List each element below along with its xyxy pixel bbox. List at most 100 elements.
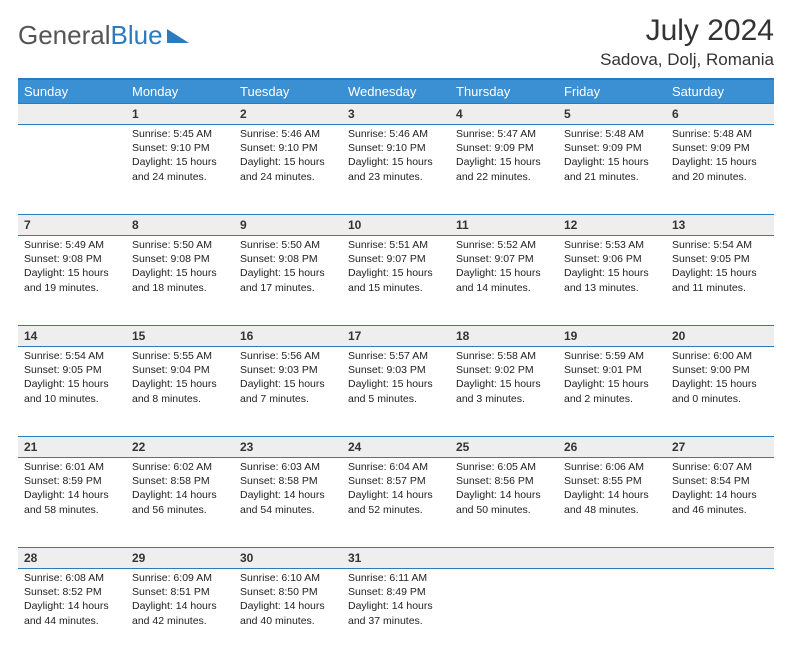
day-number-row: 123456	[18, 104, 774, 125]
sunrise-line: Sunrise: 6:04 AM	[348, 460, 444, 474]
day-cell-content: Sunrise: 5:46 AMSunset: 9:10 PMDaylight:…	[342, 125, 450, 188]
daylight-line-1: Daylight: 15 hours	[672, 266, 768, 280]
daylight-line-2: and 56 minutes.	[132, 503, 228, 517]
sunset-line: Sunset: 9:07 PM	[456, 252, 552, 266]
sunset-line: Sunset: 8:51 PM	[132, 585, 228, 599]
sunset-line: Sunset: 9:09 PM	[456, 141, 552, 155]
day-cell-content: Sunrise: 6:01 AMSunset: 8:59 PMDaylight:…	[18, 458, 126, 521]
daylight-line-2: and 17 minutes.	[240, 281, 336, 295]
day-cell-content: Sunrise: 5:57 AMSunset: 9:03 PMDaylight:…	[342, 347, 450, 410]
daylight-line-1: Daylight: 15 hours	[240, 266, 336, 280]
title-block: July 2024 Sadova, Dolj, Romania	[600, 14, 774, 70]
sunrise-line: Sunrise: 5:50 AM	[132, 238, 228, 252]
sunset-line: Sunset: 9:02 PM	[456, 363, 552, 377]
daylight-line-2: and 22 minutes.	[456, 170, 552, 184]
day-cell	[18, 125, 126, 215]
sunrise-line: Sunrise: 6:10 AM	[240, 571, 336, 585]
daylight-line-2: and 37 minutes.	[348, 614, 444, 628]
day-cell: Sunrise: 5:48 AMSunset: 9:09 PMDaylight:…	[666, 125, 774, 215]
day-cell-content: Sunrise: 6:09 AMSunset: 8:51 PMDaylight:…	[126, 569, 234, 632]
sunset-line: Sunset: 8:50 PM	[240, 585, 336, 599]
daylight-line-1: Daylight: 14 hours	[240, 488, 336, 502]
day-cell: Sunrise: 5:52 AMSunset: 9:07 PMDaylight:…	[450, 236, 558, 326]
sunset-line: Sunset: 8:52 PM	[24, 585, 120, 599]
daylight-line-2: and 54 minutes.	[240, 503, 336, 517]
day-cell: Sunrise: 6:04 AMSunset: 8:57 PMDaylight:…	[342, 458, 450, 548]
day-number-cell: 17	[342, 326, 450, 347]
day-cell: Sunrise: 5:57 AMSunset: 9:03 PMDaylight:…	[342, 347, 450, 437]
sunrise-line: Sunrise: 6:00 AM	[672, 349, 768, 363]
daylight-line-1: Daylight: 14 hours	[132, 488, 228, 502]
daylight-line-1: Daylight: 15 hours	[564, 155, 660, 169]
day-cell-content: Sunrise: 5:51 AMSunset: 9:07 PMDaylight:…	[342, 236, 450, 299]
day-number-cell: 25	[450, 437, 558, 458]
sunrise-line: Sunrise: 6:06 AM	[564, 460, 660, 474]
sunset-line: Sunset: 9:09 PM	[672, 141, 768, 155]
day-number-cell: 19	[558, 326, 666, 347]
daylight-line-1: Daylight: 15 hours	[564, 266, 660, 280]
sunset-line: Sunset: 9:10 PM	[240, 141, 336, 155]
daylight-line-2: and 18 minutes.	[132, 281, 228, 295]
day-number-cell: 16	[234, 326, 342, 347]
daylight-line-1: Daylight: 15 hours	[456, 377, 552, 391]
sunrise-line: Sunrise: 5:46 AM	[348, 127, 444, 141]
day-number-cell: 13	[666, 215, 774, 236]
daylight-line-2: and 52 minutes.	[348, 503, 444, 517]
sunset-line: Sunset: 9:08 PM	[240, 252, 336, 266]
daylight-line-2: and 10 minutes.	[24, 392, 120, 406]
daylight-line-1: Daylight: 15 hours	[456, 266, 552, 280]
daylight-line-1: Daylight: 15 hours	[348, 266, 444, 280]
day-cell-content: Sunrise: 5:52 AMSunset: 9:07 PMDaylight:…	[450, 236, 558, 299]
day-cell: Sunrise: 6:00 AMSunset: 9:00 PMDaylight:…	[666, 347, 774, 437]
sunset-line: Sunset: 8:59 PM	[24, 474, 120, 488]
day-number-row: 78910111213	[18, 215, 774, 236]
day-cell-content: Sunrise: 5:45 AMSunset: 9:10 PMDaylight:…	[126, 125, 234, 188]
day-cell: Sunrise: 6:11 AMSunset: 8:49 PMDaylight:…	[342, 569, 450, 659]
day-number-cell: 23	[234, 437, 342, 458]
day-cell-content: Sunrise: 5:54 AMSunset: 9:05 PMDaylight:…	[18, 347, 126, 410]
day-cell-content: Sunrise: 5:56 AMSunset: 9:03 PMDaylight:…	[234, 347, 342, 410]
day-number-cell: 6	[666, 104, 774, 125]
day-number-cell: 28	[18, 548, 126, 569]
sunset-line: Sunset: 9:07 PM	[348, 252, 444, 266]
sunrise-line: Sunrise: 6:07 AM	[672, 460, 768, 474]
day-cell: Sunrise: 6:06 AMSunset: 8:55 PMDaylight:…	[558, 458, 666, 548]
calendar-page: GeneralBlue July 2024 Sadova, Dolj, Roma…	[0, 0, 792, 669]
daylight-line-1: Daylight: 15 hours	[348, 377, 444, 391]
day-cell-content: Sunrise: 5:50 AMSunset: 9:08 PMDaylight:…	[234, 236, 342, 299]
daylight-line-2: and 11 minutes.	[672, 281, 768, 295]
day-cell: Sunrise: 5:54 AMSunset: 9:05 PMDaylight:…	[18, 347, 126, 437]
day-number-cell: 7	[18, 215, 126, 236]
day-number-cell: 15	[126, 326, 234, 347]
day-cell-content: Sunrise: 5:53 AMSunset: 9:06 PMDaylight:…	[558, 236, 666, 299]
sunset-line: Sunset: 8:57 PM	[348, 474, 444, 488]
day-cell: Sunrise: 6:01 AMSunset: 8:59 PMDaylight:…	[18, 458, 126, 548]
daylight-line-1: Daylight: 14 hours	[348, 599, 444, 613]
month-title: July 2024	[600, 14, 774, 48]
day-cell	[666, 569, 774, 659]
day-cell	[450, 569, 558, 659]
weekday-header: Sunday	[18, 80, 126, 104]
daylight-line-1: Daylight: 15 hours	[24, 377, 120, 391]
day-number-cell: 26	[558, 437, 666, 458]
day-cell-content: Sunrise: 6:03 AMSunset: 8:58 PMDaylight:…	[234, 458, 342, 521]
daylight-line-2: and 42 minutes.	[132, 614, 228, 628]
sunrise-line: Sunrise: 5:53 AM	[564, 238, 660, 252]
calendar-table: SundayMondayTuesdayWednesdayThursdayFrid…	[18, 80, 774, 659]
sunrise-line: Sunrise: 6:08 AM	[24, 571, 120, 585]
day-cell-content: Sunrise: 6:06 AMSunset: 8:55 PMDaylight:…	[558, 458, 666, 521]
sunset-line: Sunset: 8:49 PM	[348, 585, 444, 599]
day-cell: Sunrise: 6:07 AMSunset: 8:54 PMDaylight:…	[666, 458, 774, 548]
day-number-cell: 31	[342, 548, 450, 569]
daylight-line-1: Daylight: 14 hours	[24, 599, 120, 613]
brand-part2: Blue	[111, 20, 163, 51]
daylight-line-1: Daylight: 14 hours	[240, 599, 336, 613]
day-number-row: 21222324252627	[18, 437, 774, 458]
sunset-line: Sunset: 9:08 PM	[132, 252, 228, 266]
weekday-header: Monday	[126, 80, 234, 104]
day-cell: Sunrise: 5:59 AMSunset: 9:01 PMDaylight:…	[558, 347, 666, 437]
day-cell: Sunrise: 6:09 AMSunset: 8:51 PMDaylight:…	[126, 569, 234, 659]
day-cell: Sunrise: 5:45 AMSunset: 9:10 PMDaylight:…	[126, 125, 234, 215]
day-number-cell	[558, 548, 666, 569]
daylight-line-1: Daylight: 15 hours	[672, 377, 768, 391]
